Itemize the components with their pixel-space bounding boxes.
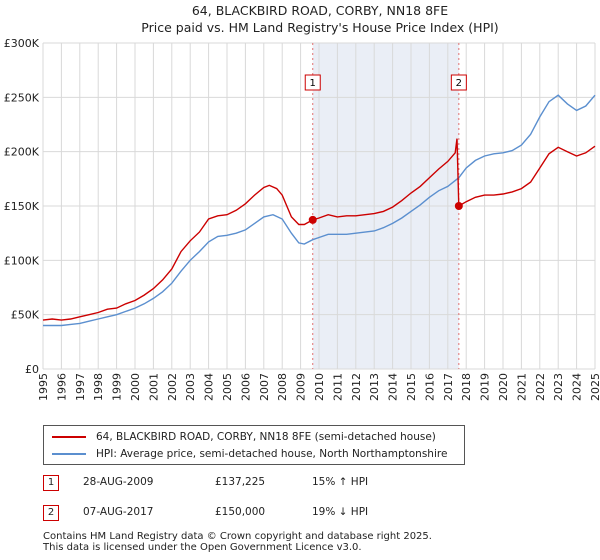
legend-item-property: 64, BLACKBIRD ROAD, CORBY, NN18 8FE (sem… bbox=[52, 429, 436, 445]
x-tick-label: 2023 bbox=[552, 373, 565, 401]
x-tick-label: 2000 bbox=[129, 373, 142, 401]
x-tick-label: 2015 bbox=[405, 373, 418, 401]
footer: Contains HM Land Registry data © Crown c… bbox=[43, 531, 432, 553]
x-tick-label: 1996 bbox=[55, 373, 68, 401]
x-tick-label: 2005 bbox=[221, 373, 234, 401]
x-tick-label: 2008 bbox=[276, 373, 289, 401]
legend-item-hpi: HPI: Average price, semi-detached house,… bbox=[52, 446, 447, 462]
sale-1-point bbox=[308, 215, 317, 224]
legend-swatch-hpi bbox=[52, 453, 86, 455]
sale-date: 28-AUG-2009 bbox=[83, 476, 154, 488]
x-tick-label: 2012 bbox=[350, 373, 363, 401]
x-tick-label: 1999 bbox=[111, 373, 124, 401]
sale-1-chart-badge-label: 1 bbox=[310, 78, 316, 89]
x-axis-ticks: 1995 1996 1997 1998 1999 2000 2001 2002 2003 2004… bbox=[37, 373, 600, 401]
sale-hpi-diff: 15% ↑ HPI bbox=[312, 476, 369, 488]
x-tick-label: 2009 bbox=[295, 373, 308, 401]
sale-badge: 1 bbox=[43, 475, 59, 491]
sale-1-chart-badge: 1 bbox=[304, 74, 321, 91]
x-tick-label: 1995 bbox=[37, 373, 50, 401]
x-tick-label: 2020 bbox=[497, 373, 510, 401]
x-tick-label: 1998 bbox=[92, 373, 105, 401]
x-tick-label: 2016 bbox=[423, 373, 436, 401]
sale-price: £150,000 bbox=[215, 506, 266, 518]
legend-swatch-property bbox=[52, 436, 86, 438]
x-tick-label: 1997 bbox=[74, 373, 87, 401]
x-tick-label: 2022 bbox=[534, 373, 547, 401]
x-tick-label: 2001 bbox=[147, 373, 160, 401]
sale-hpi-diff: 19% ↓ HPI bbox=[312, 506, 369, 518]
property-series-line bbox=[42, 138, 596, 321]
x-tick-label: 2025 bbox=[589, 373, 600, 401]
hpi-series-line bbox=[43, 94, 596, 327]
sale-badge: 2 bbox=[43, 505, 59, 521]
sale-date: 07-AUG-2017 bbox=[83, 506, 154, 518]
x-tick-label: 2024 bbox=[571, 373, 584, 401]
y-tick-label: £150K bbox=[4, 200, 40, 213]
x-tick-label: 2010 bbox=[313, 373, 326, 401]
y-tick-label: £50K bbox=[11, 309, 40, 322]
footer-licence: This data is licensed under the Open Gov… bbox=[43, 542, 362, 553]
y-tick-label: £100K bbox=[4, 254, 40, 267]
sale-2-chart-badge: 2 bbox=[450, 74, 467, 91]
x-tick-label: 2006 bbox=[239, 373, 252, 401]
sale-price: £137,225 bbox=[215, 476, 266, 488]
x-tick-label: 2018 bbox=[460, 373, 473, 401]
y-tick-label: £300K bbox=[4, 37, 40, 50]
x-tick-label: 2017 bbox=[442, 373, 455, 401]
x-tick-label: 2004 bbox=[203, 373, 216, 401]
y-axis-ticks: £0 £50K £100K £150K £200K £250K £300K bbox=[4, 37, 40, 376]
price-chart: 64, BLACKBIRD ROAD, CORBY, NN18 8FE Pric… bbox=[4, 3, 600, 401]
y-tick-label: £0 bbox=[25, 363, 39, 376]
x-tick-label: 2013 bbox=[368, 373, 381, 401]
legend-label-property: 64, BLACKBIRD ROAD, CORBY, NN18 8FE (sem… bbox=[96, 431, 436, 443]
grid-lines bbox=[42, 42, 596, 370]
chart-title: 64, BLACKBIRD ROAD, CORBY, NN18 8FE bbox=[192, 3, 448, 18]
chart-subtitle: Price paid vs. HM Land Registry's House … bbox=[141, 20, 498, 35]
x-tick-label: 2003 bbox=[184, 373, 197, 401]
x-tick-label: 2007 bbox=[258, 373, 271, 401]
y-tick-label: £200K bbox=[4, 146, 40, 159]
sale-2-chart-badge-label: 2 bbox=[456, 78, 462, 89]
legend-label-hpi: HPI: Average price, semi-detached house,… bbox=[96, 448, 448, 460]
x-tick-label: 2019 bbox=[479, 373, 492, 401]
x-tick-label: 2011 bbox=[331, 373, 344, 401]
sale-2-point bbox=[454, 202, 463, 210]
x-tick-label: 2021 bbox=[515, 373, 528, 401]
legend: 64, BLACKBIRD ROAD, CORBY, NN18 8FE (sem… bbox=[43, 425, 465, 465]
footer-copyright: Contains HM Land Registry data © Crown c… bbox=[43, 531, 432, 542]
y-tick-label: £250K bbox=[4, 91, 40, 104]
x-tick-label: 2014 bbox=[387, 373, 400, 401]
x-tick-label: 2002 bbox=[166, 373, 179, 401]
